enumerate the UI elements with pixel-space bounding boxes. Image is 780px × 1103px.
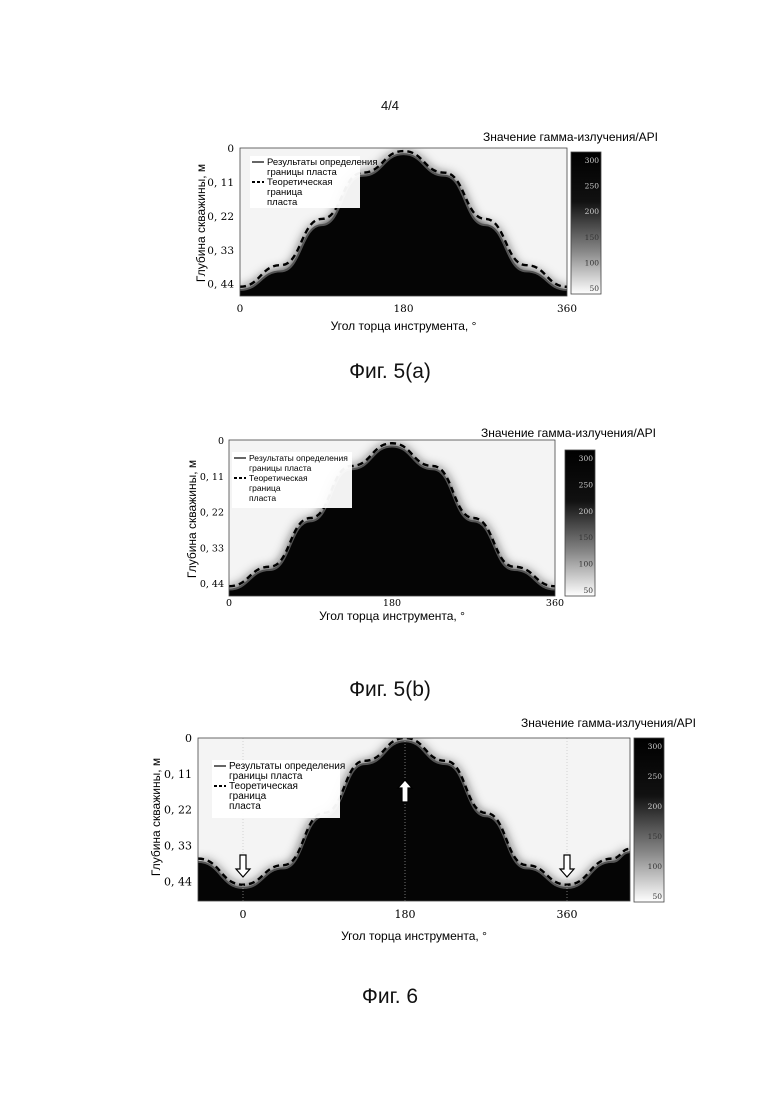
y-tick-label: 0, 22 (164, 804, 192, 817)
y-tick-label: 0, 11 (164, 768, 192, 781)
x-axis-label: Угол торца инструмента, ° (341, 929, 487, 943)
legend-entry-theoretical-cont2: пласта (229, 801, 261, 812)
colorbar-tick-label: 300 (648, 742, 663, 751)
colorbar-tick-label: 200 (648, 802, 663, 811)
colorbar-tick-label: 250 (648, 772, 663, 781)
x-tick-label: 360 (557, 908, 578, 921)
y-axis-label: Глубина скважины, м (149, 758, 163, 876)
colorbar-tick-label: 100 (648, 862, 663, 871)
colorbar-tick-label: 50 (652, 892, 662, 901)
y-tick-label: 0 (185, 732, 192, 745)
figure-6-chart: Результаты определенияграницы пластаТеор… (0, 0, 780, 990)
chart-title: Значение гамма-излучения/API (521, 716, 696, 730)
figure-6-caption: Фиг. 6 (0, 985, 780, 1009)
colorbar (634, 738, 664, 902)
x-tick-label: 180 (395, 908, 416, 921)
x-tick-label: 0 (240, 908, 247, 921)
colorbar-tick-label: 150 (648, 832, 663, 841)
y-tick-label: 0, 33 (164, 840, 192, 853)
y-tick-label: 0, 44 (164, 875, 192, 888)
